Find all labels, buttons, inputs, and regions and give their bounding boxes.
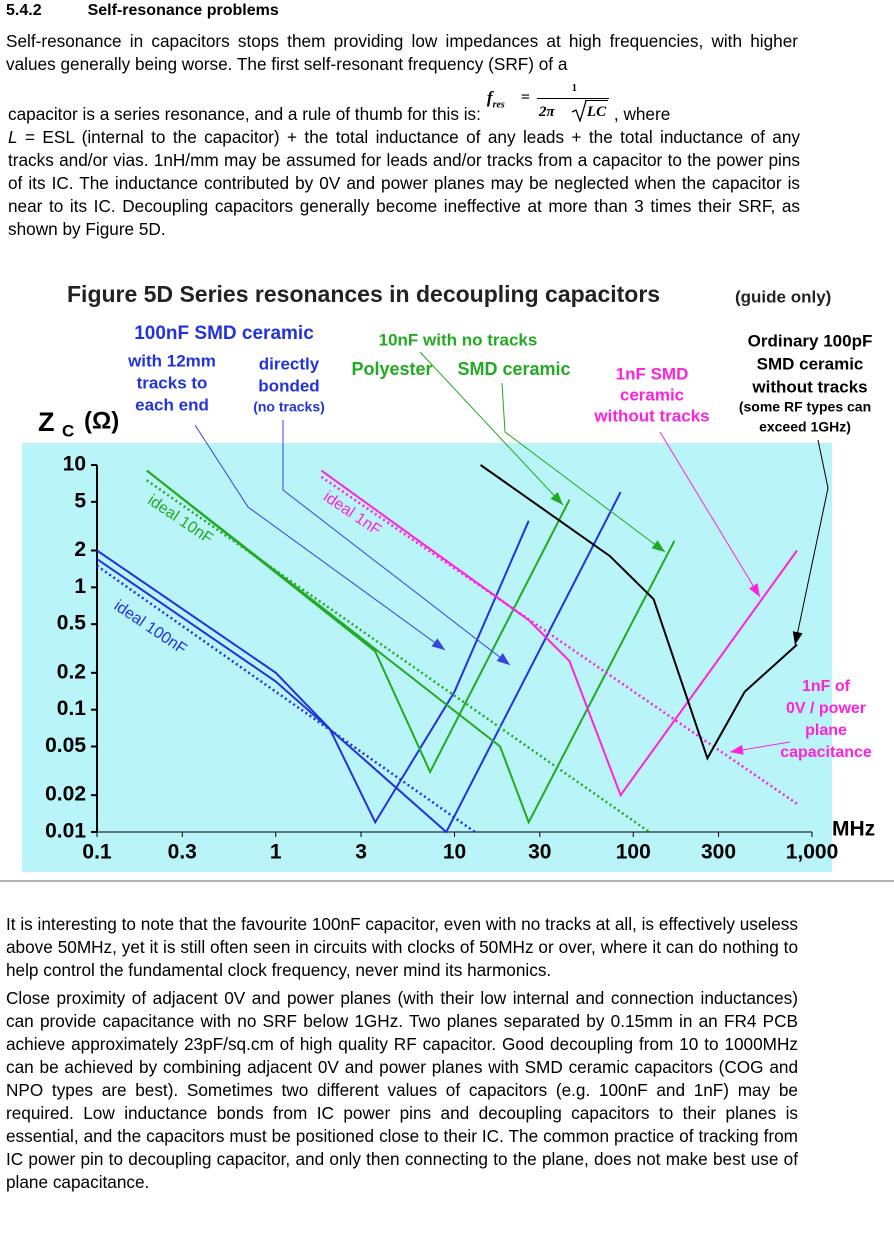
annotation: (some RF types can	[739, 399, 871, 415]
leader-line	[794, 439, 829, 646]
text: res	[492, 99, 505, 111]
annotation: bonded	[258, 376, 319, 395]
paragraph: It is interesting to note that the favou…	[6, 914, 798, 980]
chart-title: Figure 5D Series resonances in decouplin…	[67, 281, 660, 307]
annotation: plane	[805, 722, 847, 739]
annotation: 10nF with no tracks	[379, 330, 538, 349]
x-tick-label: 10	[443, 841, 466, 864]
figure: Figure 5D Series resonances in decouplin…	[0, 281, 894, 882]
x-tick-label: 0.3	[168, 841, 197, 864]
radical-sign	[571, 100, 587, 122]
text: capacitor is a series resonance, and a r…	[8, 104, 481, 124]
annotation: directly	[259, 354, 320, 373]
leader-line	[419, 351, 564, 506]
x-tick-label: 0.1	[82, 841, 112, 864]
section-title: Self-resonance problems	[87, 2, 279, 19]
arrow-head	[730, 744, 744, 755]
annotation: capacitance	[780, 744, 872, 761]
text: LC	[584, 100, 609, 124]
x-tick-label: 300	[701, 841, 736, 864]
annotation: 1nF SMD	[616, 364, 689, 383]
x-tick-label: 30	[528, 841, 551, 864]
annotation: 1nF of	[802, 678, 851, 695]
annotation: tracks to	[137, 373, 208, 392]
y-label-unit: (Ω)	[84, 407, 119, 434]
text: 1	[571, 83, 577, 94]
x-label: MHz	[832, 818, 875, 841]
series-line	[96, 564, 476, 834]
y-tick-label: 1	[74, 575, 86, 598]
arrow-head	[651, 540, 665, 552]
x-tick-label: 3	[355, 841, 367, 864]
arrow-head	[792, 631, 803, 645]
formula-lhs: fres	[487, 86, 505, 116]
annotation: without tracks	[593, 406, 709, 425]
plot-background	[22, 443, 832, 872]
arrow-head	[431, 638, 445, 650]
annotation: exceed 1GHz)	[759, 419, 851, 435]
text: , where	[613, 104, 671, 124]
text: 2π	[538, 104, 555, 120]
section-header: 5.4.2 Self-resonance problems	[6, 2, 279, 20]
text: = ESL (internal to the capacitor) + the …	[8, 127, 800, 239]
fraction-bar	[536, 98, 609, 99]
text: f	[486, 88, 493, 107]
series-line	[96, 491, 622, 834]
x-tick-label: 1	[270, 841, 282, 864]
formula: fres = 1 2π LC	[487, 83, 612, 124]
annotation: Ordinary 100pF	[748, 331, 873, 350]
paragraph: Close proximity of adjacent 0V and power…	[6, 988, 798, 1192]
y-tick-label: 5	[74, 489, 86, 512]
arrow-head	[748, 583, 760, 597]
chart-subtitle: (guide only)	[735, 287, 831, 306]
leader-line	[194, 424, 446, 651]
y-label: Z	[38, 407, 55, 437]
symbol: L	[8, 127, 18, 147]
y-label-sub: C	[62, 421, 74, 440]
y-tick-label: 2	[74, 538, 86, 561]
y-tick-label: 0.2	[57, 660, 86, 683]
y-tick-label: 0.5	[57, 612, 87, 635]
x-tick-label: 1,000	[786, 841, 839, 864]
series-line	[320, 469, 798, 798]
y-tick-label: 10	[63, 453, 86, 476]
leader-line	[659, 431, 761, 598]
paragraph: Self-resonance in capacitors stops them …	[6, 31, 798, 74]
arrow-head	[496, 653, 510, 665]
leader-line	[501, 382, 666, 553]
annotation: SMD ceramic	[457, 359, 570, 379]
arrow-head	[550, 492, 563, 505]
annotation: Polyester	[351, 359, 432, 379]
y-tick-label: 0.05	[45, 734, 86, 757]
annotation: 0V / power	[786, 700, 866, 717]
series-line	[96, 520, 530, 825]
text: =	[520, 89, 531, 106]
annotation: 100nF SMD ceramic	[134, 323, 314, 344]
series-line	[146, 469, 676, 825]
y-tick-label: 0.1	[57, 697, 87, 720]
series-line	[480, 464, 798, 761]
series-line	[146, 479, 651, 834]
paragraph: capacitor is a series resonance, and a r…	[8, 83, 800, 241]
annotation: ceramic	[620, 385, 684, 404]
series-line	[320, 475, 798, 805]
section-number: 5.4.2	[6, 2, 42, 19]
series-line	[146, 469, 571, 775]
annotation: each end	[135, 395, 209, 414]
annotation: with 12mm	[127, 351, 216, 370]
leader-line	[282, 420, 511, 666]
y-tick-label: 0.02	[45, 783, 86, 806]
text-block: It is interesting to note that the favou…	[6, 913, 798, 1199]
y-tick-label: 0.01	[45, 820, 86, 843]
annotation: SMD ceramic	[757, 354, 864, 373]
annotation: without tracks	[751, 377, 867, 396]
annotation: (no tracks)	[253, 399, 325, 415]
x-tick-label: 100	[616, 841, 651, 864]
